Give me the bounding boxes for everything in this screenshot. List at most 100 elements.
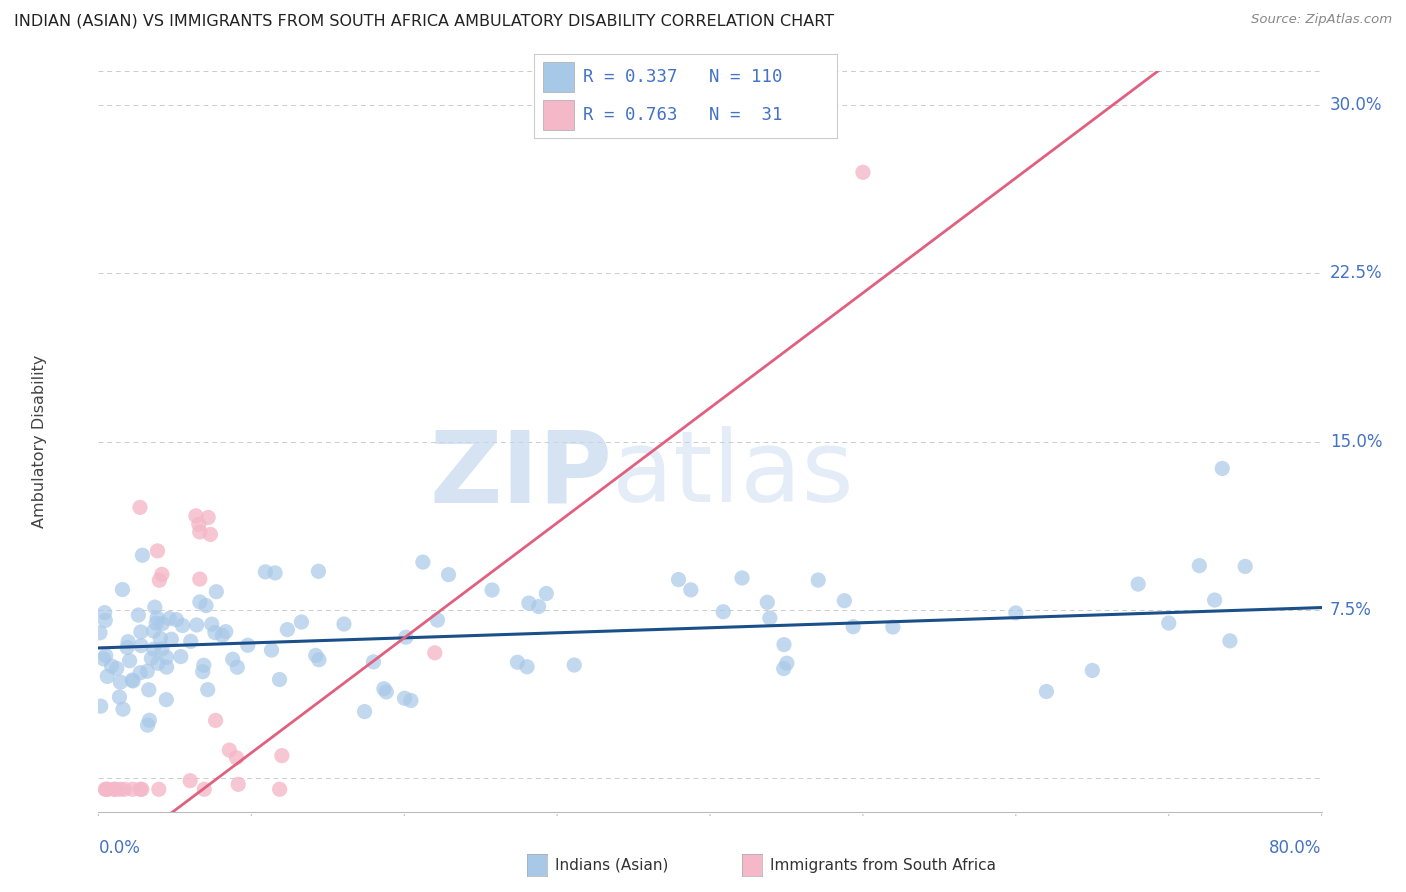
Point	[1128, 577, 1150, 591]
Point	[1004, 606, 1026, 620]
Point	[204, 714, 226, 728]
Text: 7.5%: 7.5%	[1330, 601, 1372, 619]
Point	[679, 582, 702, 597]
Point	[129, 500, 152, 515]
Point	[129, 665, 152, 680]
Point	[412, 555, 434, 569]
Point	[197, 682, 219, 697]
Point	[536, 586, 558, 600]
Point	[100, 659, 122, 673]
Point	[711, 605, 734, 619]
Point	[186, 618, 208, 632]
Text: 80.0%: 80.0%	[1270, 838, 1322, 856]
Point	[149, 632, 172, 646]
Point	[562, 658, 585, 673]
Point	[756, 595, 779, 609]
Point	[143, 600, 166, 615]
Point	[205, 584, 228, 599]
Point	[96, 782, 118, 797]
Point	[115, 640, 138, 655]
Point	[141, 651, 163, 665]
Point	[201, 617, 224, 632]
Point	[129, 782, 152, 797]
Point	[204, 625, 226, 640]
Point	[138, 713, 160, 727]
Point	[184, 508, 207, 523]
Point	[236, 638, 259, 652]
Point	[118, 654, 141, 668]
Point	[197, 510, 219, 524]
Point	[668, 573, 690, 587]
Point	[104, 782, 127, 797]
Point	[155, 660, 177, 674]
Text: Indians (Asian): Indians (Asian)	[555, 858, 669, 872]
Point	[254, 565, 277, 579]
Point	[194, 599, 217, 613]
Point	[142, 624, 165, 638]
Text: atlas: atlas	[612, 426, 853, 524]
Text: 0.0%: 0.0%	[98, 838, 141, 856]
Point	[191, 665, 214, 679]
Point	[290, 615, 312, 629]
Point	[136, 718, 159, 732]
Point	[150, 641, 173, 656]
Point	[193, 658, 215, 673]
Point	[103, 782, 125, 797]
Point	[516, 660, 538, 674]
Point	[852, 165, 875, 179]
Point	[1188, 558, 1211, 573]
Point	[146, 657, 169, 671]
Point	[437, 567, 460, 582]
Point	[394, 691, 416, 706]
Point	[759, 611, 782, 625]
Point	[94, 614, 117, 628]
Point	[333, 617, 356, 632]
Text: Ambulatory Disability: Ambulatory Disability	[32, 355, 48, 528]
Point	[142, 642, 165, 657]
Point	[269, 673, 291, 687]
Point	[187, 517, 209, 532]
Point	[395, 630, 418, 644]
Point	[146, 544, 169, 558]
Point	[270, 748, 292, 763]
Point	[180, 634, 202, 648]
Point	[150, 567, 173, 582]
Point	[215, 624, 238, 639]
Point	[97, 782, 120, 797]
Point	[481, 582, 503, 597]
Point	[373, 681, 395, 696]
Point	[834, 593, 856, 607]
Point	[129, 639, 152, 653]
Text: INDIAN (ASIAN) VS IMMIGRANTS FROM SOUTH AFRICA AMBULATORY DISABILITY CORRELATION: INDIAN (ASIAN) VS IMMIGRANTS FROM SOUTH …	[14, 13, 834, 29]
Point	[108, 782, 131, 797]
Point	[94, 782, 117, 797]
Point	[112, 782, 135, 797]
Point	[308, 653, 330, 667]
Point	[423, 646, 446, 660]
Point	[375, 685, 398, 699]
Point	[110, 675, 132, 690]
Point	[1081, 664, 1104, 678]
Text: R = 0.337   N = 110: R = 0.337 N = 110	[582, 68, 782, 86]
Point	[145, 616, 167, 631]
Point	[307, 564, 329, 578]
Text: 22.5%: 22.5%	[1330, 264, 1382, 282]
Point	[200, 527, 222, 541]
Point	[517, 596, 540, 610]
Point	[276, 623, 298, 637]
Point	[1204, 593, 1226, 607]
Point	[882, 620, 904, 634]
Text: 15.0%: 15.0%	[1330, 433, 1382, 450]
Point	[1211, 461, 1233, 475]
Point	[188, 595, 211, 609]
Point	[105, 661, 128, 675]
Point	[426, 613, 449, 627]
Point	[131, 548, 153, 562]
Text: R = 0.763   N =  31: R = 0.763 N = 31	[582, 106, 782, 124]
Point	[157, 611, 180, 625]
Point	[165, 613, 187, 627]
Point	[842, 620, 865, 634]
Point	[1157, 615, 1180, 630]
Text: ZIP: ZIP	[429, 426, 612, 524]
Point	[211, 628, 233, 642]
